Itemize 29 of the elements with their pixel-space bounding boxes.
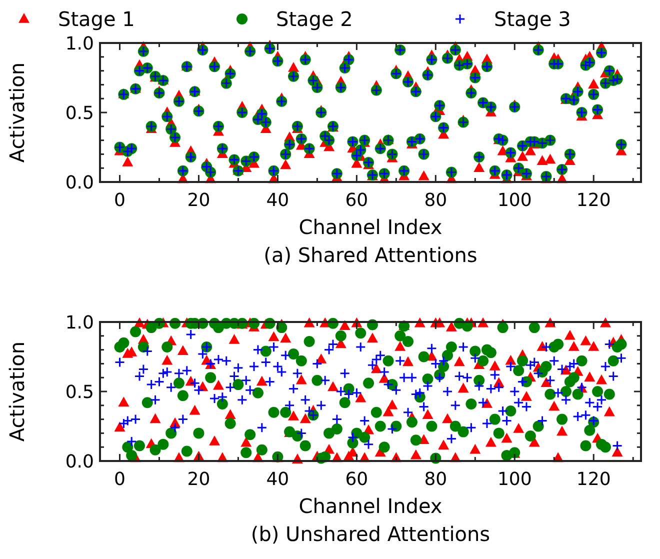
x-tick-label: 100 <box>497 190 532 211</box>
y-tick-label: 0.5 <box>65 102 94 124</box>
x-tick-label: 40 <box>266 469 290 490</box>
x-tick-label: 100 <box>497 469 532 490</box>
x-tick-label: 40 <box>266 190 290 211</box>
x-axis-title: Channel Index <box>298 215 442 239</box>
x-axis-title: Channel Index <box>298 494 442 518</box>
x-tick-label: 0 <box>114 469 126 490</box>
x-tick-label: 0 <box>114 190 126 211</box>
x-tick-label: 20 <box>187 469 210 490</box>
y-axis-title: Activation <box>5 62 29 163</box>
y-tick-label: 0.5 <box>65 382 94 403</box>
x-tick-label: 120 <box>576 190 611 211</box>
legend-label: Stage 3 <box>494 7 571 31</box>
y-tick-label: 0.0 <box>65 451 94 472</box>
x-tick-label: 60 <box>345 469 368 490</box>
text: (a) Shared Attentions <box>264 243 478 267</box>
x-tick-label: 120 <box>576 469 611 490</box>
y-tick-label: 1.0 <box>65 33 94 54</box>
legend-label: Stage 1 <box>58 7 135 31</box>
x-tick-label: 80 <box>424 190 448 211</box>
x-tick-label: 60 <box>345 190 368 211</box>
x-tick-label: 20 <box>187 190 210 211</box>
y-tick-label: 0.0 <box>65 172 94 194</box>
y-axis-title: Activation <box>5 341 29 442</box>
text: (b) Unshared Attentions <box>250 522 490 546</box>
x-tick-label: 80 <box>424 469 448 490</box>
legend-label: Stage 2 <box>276 7 353 31</box>
y-tick-label: 1.0 <box>65 312 94 334</box>
